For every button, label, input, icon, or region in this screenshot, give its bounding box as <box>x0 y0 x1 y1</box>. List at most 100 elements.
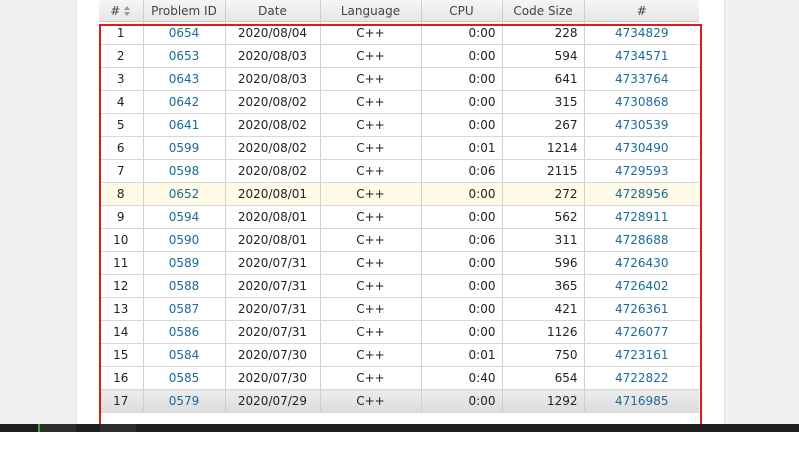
column-header-problem-id[interactable]: Problem ID <box>143 0 226 22</box>
problem-id-link[interactable]: 0584 <box>143 343 226 367</box>
run-id-link[interactable]: 4734571 <box>584 44 699 68</box>
column-header-number-label: # <box>110 3 121 18</box>
row-number: 2 <box>99 44 144 68</box>
language-cell: C++ <box>320 274 422 298</box>
submission-date: 2020/07/31 <box>225 251 321 275</box>
cpu-time: 0:01 <box>421 136 503 160</box>
taskbar-button[interactable] <box>40 424 76 432</box>
submission-date: 2020/08/04 <box>225 21 321 45</box>
problem-id-link[interactable]: 0643 <box>143 67 226 91</box>
language-cell: C++ <box>320 90 422 114</box>
cpu-time: 0:00 <box>421 21 503 45</box>
language-cell: C++ <box>320 297 422 321</box>
run-id-link[interactable]: 4730490 <box>584 136 699 160</box>
code-size: 594 <box>502 44 585 68</box>
cpu-time: 0:00 <box>421 113 503 137</box>
table-row: 12 0588 2020/07/31 C++ 0:00 365 4726402 <box>99 274 699 298</box>
column-header-language[interactable]: Language <box>320 0 422 22</box>
run-id-link[interactable]: 4726430 <box>584 251 699 275</box>
language-cell: C++ <box>320 159 422 183</box>
problem-id-link[interactable]: 0598 <box>143 159 226 183</box>
problem-id-link[interactable]: 0585 <box>143 366 226 390</box>
cpu-time: 0:00 <box>421 44 503 68</box>
taskbar <box>0 424 799 432</box>
column-header-number[interactable]: # <box>99 0 144 22</box>
table-row: 11 0589 2020/07/31 C++ 0:00 596 4726430 <box>99 251 699 275</box>
table-row: 4 0642 2020/08/02 C++ 0:00 315 4730868 <box>99 90 699 114</box>
run-id-link[interactable]: 4722822 <box>584 366 699 390</box>
language-cell: C++ <box>320 366 422 390</box>
table-row: 9 0594 2020/08/01 C++ 0:00 562 4728911 <box>99 205 699 229</box>
cpu-time: 0:00 <box>421 205 503 229</box>
sort-icon[interactable] <box>124 5 131 16</box>
row-number: 6 <box>99 136 144 160</box>
code-size: 1292 <box>502 389 585 413</box>
submission-date: 2020/08/01 <box>225 182 321 206</box>
row-number: 10 <box>99 228 144 252</box>
row-number: 17 <box>99 389 144 413</box>
submission-date: 2020/08/02 <box>225 90 321 114</box>
row-number: 15 <box>99 343 144 367</box>
problem-id-link[interactable]: 0594 <box>143 205 226 229</box>
table-row: 17 0579 2020/07/29 C++ 0:00 1292 4716985 <box>99 389 699 413</box>
table-row: 5 0641 2020/08/02 C++ 0:00 267 4730539 <box>99 113 699 137</box>
run-id-link[interactable]: 4728956 <box>584 182 699 206</box>
run-id-link[interactable]: 4726402 <box>584 274 699 298</box>
problem-id-link[interactable]: 0588 <box>143 274 226 298</box>
code-size: 272 <box>502 182 585 206</box>
submission-date: 2020/08/03 <box>225 44 321 68</box>
run-id-link[interactable]: 4723161 <box>584 343 699 367</box>
row-number: 5 <box>99 113 144 137</box>
run-id-link[interactable]: 4728688 <box>584 228 699 252</box>
run-id-link[interactable]: 4728911 <box>584 205 699 229</box>
submission-date: 2020/07/31 <box>225 297 321 321</box>
code-size: 750 <box>502 343 585 367</box>
row-number: 3 <box>99 67 144 91</box>
submission-date: 2020/07/31 <box>225 320 321 344</box>
submission-date: 2020/08/01 <box>225 228 321 252</box>
submission-date: 2020/08/02 <box>225 113 321 137</box>
run-id-link[interactable]: 4734829 <box>584 21 699 45</box>
run-id-link[interactable]: 4729593 <box>584 159 699 183</box>
table-row: 14 0586 2020/07/31 C++ 0:00 1126 4726077 <box>99 320 699 344</box>
run-id-link[interactable]: 4726077 <box>584 320 699 344</box>
table-row: 1 0654 2020/08/04 C++ 0:00 228 4734829 <box>99 21 699 45</box>
cpu-time: 0:00 <box>421 251 503 275</box>
row-number: 7 <box>99 159 144 183</box>
run-id-link[interactable]: 4733764 <box>584 67 699 91</box>
problem-id-link[interactable]: 0642 <box>143 90 226 114</box>
row-number: 4 <box>99 90 144 114</box>
language-cell: C++ <box>320 228 422 252</box>
problem-id-link[interactable]: 0599 <box>143 136 226 160</box>
run-id-link[interactable]: 4730539 <box>584 113 699 137</box>
column-header-code-size[interactable]: Code Size <box>502 0 585 22</box>
column-header-run-id[interactable]: # <box>584 0 699 22</box>
code-size: 641 <box>502 67 585 91</box>
problem-id-link[interactable]: 0652 <box>143 182 226 206</box>
problem-id-link[interactable]: 0586 <box>143 320 226 344</box>
column-header-date[interactable]: Date <box>225 0 321 22</box>
problem-id-link[interactable]: 0641 <box>143 113 226 137</box>
language-cell: C++ <box>320 320 422 344</box>
problem-id-link[interactable]: 0589 <box>143 251 226 275</box>
problem-id-link[interactable]: 0579 <box>143 389 226 413</box>
problem-id-link[interactable]: 0654 <box>143 21 226 45</box>
run-id-link[interactable]: 4716985 <box>584 389 699 413</box>
code-size: 228 <box>502 21 585 45</box>
problem-id-link[interactable]: 0587 <box>143 297 226 321</box>
table-row: 8 0652 2020/08/01 C++ 0:00 272 4728956 <box>99 182 699 206</box>
cpu-time: 0:00 <box>421 274 503 298</box>
cpu-time: 0:00 <box>421 320 503 344</box>
table-header-row: # Problem ID Date Language CPU Code Size… <box>99 0 699 22</box>
taskbar-button[interactable] <box>100 424 136 432</box>
column-header-cpu[interactable]: CPU <box>421 0 503 22</box>
row-number: 14 <box>99 320 144 344</box>
problem-id-link[interactable]: 0653 <box>143 44 226 68</box>
run-id-link[interactable]: 4726361 <box>584 297 699 321</box>
submission-date: 2020/08/02 <box>225 159 321 183</box>
run-id-link[interactable]: 4730868 <box>584 90 699 114</box>
table-row: 10 0590 2020/08/01 C++ 0:06 311 4728688 <box>99 228 699 252</box>
row-number: 9 <box>99 205 144 229</box>
problem-id-link[interactable]: 0590 <box>143 228 226 252</box>
code-size: 365 <box>502 274 585 298</box>
